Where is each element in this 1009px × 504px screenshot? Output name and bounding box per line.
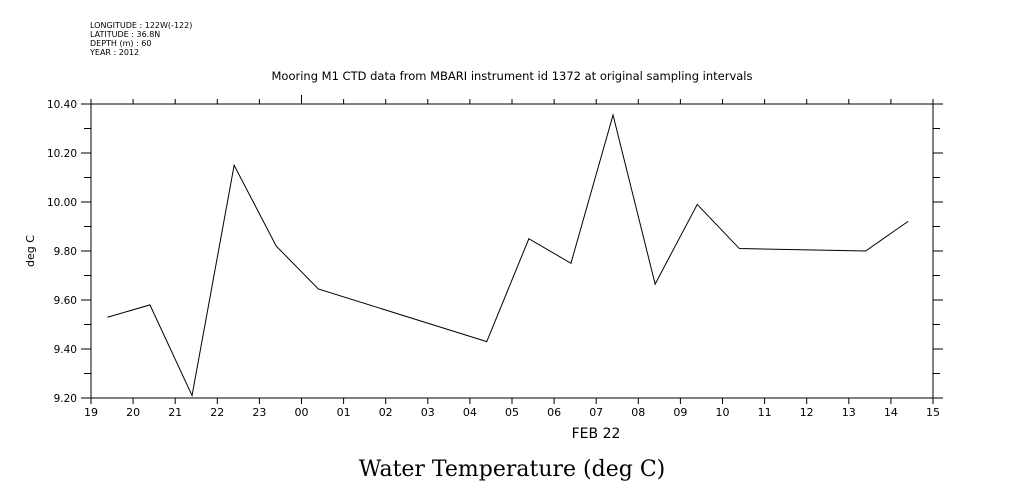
x-tick-label: 06	[547, 406, 561, 419]
x-tick-label: 07	[589, 406, 603, 419]
y-tick-label: 10.40	[47, 99, 77, 111]
y-tick-label: 9.40	[54, 344, 77, 356]
x-tick-label: 15	[926, 406, 940, 419]
x-tick-label: 02	[379, 406, 393, 419]
x-tick-label: 20	[126, 406, 140, 419]
x-tick-label: 08	[631, 406, 645, 419]
plot-frame	[90, 103, 934, 399]
depth-label: DEPTH (m) : 60	[90, 39, 152, 48]
x-tick-label: 00	[295, 406, 309, 419]
y-tick-label: 10.20	[47, 148, 77, 160]
x-tick-label: 22	[210, 406, 224, 419]
y-tick-label: 9.60	[54, 295, 77, 307]
x-tick-label: 23	[252, 406, 266, 419]
x-tick-label: 19	[84, 406, 98, 419]
chart-caption: Water Temperature (deg C)	[359, 457, 666, 482]
chart-title: Mooring M1 CTD data from MBARI instrumen…	[272, 69, 753, 83]
x-tick-label: 03	[421, 406, 435, 419]
y-axis-label: deg C	[24, 235, 37, 267]
x-tick-label: 12	[800, 406, 814, 419]
y-tick-label: 10.00	[47, 197, 77, 209]
metadata-block: LONGITUDE : 122W(-122) LATITUDE : 36.8N …	[90, 21, 192, 57]
x-tick-label: 05	[505, 406, 519, 419]
x-tick-label: 21	[168, 406, 182, 419]
x-tick-label: 14	[884, 406, 898, 419]
x-axis-label: FEB 22	[572, 426, 621, 442]
x-tick-label: 13	[842, 406, 856, 419]
y-tick-label: 9.20	[54, 393, 77, 405]
y-tick-label: 9.80	[54, 246, 77, 258]
longitude-label: LONGITUDE : 122W(-122)	[90, 21, 193, 30]
series-line	[107, 113, 909, 398]
x-tick-label: 09	[673, 406, 687, 419]
latitude-label: LATITUDE : 36.8N	[90, 30, 161, 39]
year-label: YEAR : 2012	[90, 48, 140, 57]
x-tick-label: 11	[758, 406, 772, 419]
x-tick-label: 10	[716, 406, 730, 419]
x-tick-label: 04	[463, 406, 477, 419]
x-tick-label: 01	[337, 406, 351, 419]
